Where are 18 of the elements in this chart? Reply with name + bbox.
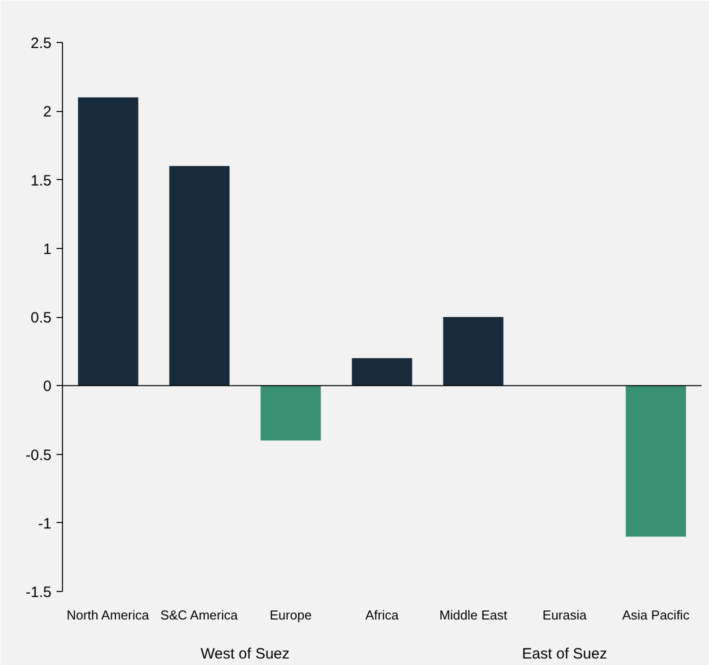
x-tick-label: Eurasia (542, 608, 588, 622)
x-tick-label: Asia Pacific (622, 608, 690, 622)
y-tick-label: 2.5 (30, 35, 52, 52)
x-tick-label: North America (66, 608, 150, 622)
y-tick-label: 1.5 (30, 172, 52, 190)
y-tick-label: 0.5 (30, 310, 52, 326)
x-tick-label: Africa (365, 608, 400, 622)
text: East of Suez (522, 646, 608, 662)
y-tick-label: -1 (38, 515, 52, 532)
y-tick-label: 1 (43, 240, 52, 258)
y-tick-label: -0.5 (26, 446, 52, 464)
y-tick-label: 2 (43, 104, 52, 121)
x-tick-label: Middle East (439, 608, 508, 622)
text: West of Suez (200, 646, 290, 662)
x-tick-label: S&C America (160, 608, 238, 622)
y-tick-label: -1.5 (26, 584, 52, 601)
x-tick-label: Europe (270, 608, 312, 622)
y-tick-label: 0 (43, 378, 52, 396)
